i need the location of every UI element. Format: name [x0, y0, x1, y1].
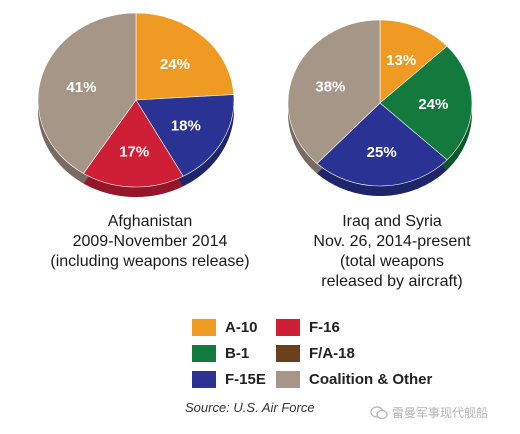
pie-value-label: 38%	[315, 78, 345, 95]
chart-caption-afghanistan: Afghanistan 2009-November 2014 (including …	[30, 212, 270, 272]
pie-value-label: 24%	[160, 56, 190, 73]
watermark-text: 雷曼军事现代舰船	[392, 406, 489, 420]
pie-slice-coalition-other	[37, 12, 137, 174]
legend-item-b1: B-1	[192, 343, 249, 363]
legend-swatch	[276, 344, 300, 362]
legend: A-10 F-16 B-1 F/A-18 F-15E Coalition & O…	[192, 317, 442, 393]
legend-item-coalition: Coalition & Other	[276, 369, 432, 389]
legend-swatch	[192, 318, 216, 336]
legend-label: A-10	[225, 318, 258, 336]
pie-slice-coalition-other	[287, 19, 381, 164]
legend-item-a10: A-10	[192, 317, 258, 337]
pie-slice-f-15e	[316, 102, 448, 187]
pie-slice-a-10	[135, 12, 235, 101]
caption-line: released by aircraft)	[321, 273, 463, 290]
pie-slice-f-16	[83, 99, 184, 188]
caption-line: (including weapons release)	[50, 253, 250, 270]
caption-line: 2009-November 2014	[72, 233, 228, 250]
pie-charts: 24% 18% 17% 41% 13% 24% 25% 38%	[37, 12, 473, 197]
legend-swatch	[192, 344, 216, 362]
caption-line: Nov. 26, 2014-present	[313, 233, 471, 250]
legend-item-fa18: F/A-18	[276, 343, 355, 363]
pie-value-label: 24%	[418, 96, 448, 113]
legend-label: F/A-18	[309, 344, 355, 362]
pie-value-label: 25%	[367, 144, 397, 161]
legend-item-f15e: F-15E	[192, 369, 266, 389]
legend-label: B-1	[225, 344, 250, 362]
legend-item-f16: F-16	[276, 317, 340, 337]
pie-slice-b-1	[379, 45, 473, 161]
wechat-icon	[370, 405, 388, 419]
pie-value-label: 13%	[386, 52, 416, 69]
caption-line: Iraq and Syria	[342, 213, 442, 230]
pie-value-label: 18%	[171, 117, 201, 134]
pie-value-label: 41%	[66, 79, 96, 96]
pie-value-label: 17%	[119, 143, 149, 160]
legend-label: Coalition & Other	[309, 370, 433, 388]
caption-line: Afghanistan	[107, 213, 193, 230]
legend-swatch	[192, 370, 216, 388]
legend-label: F-16	[309, 318, 340, 336]
source-note: Source: U.S. Air Force	[185, 400, 315, 415]
legend-swatch	[276, 370, 300, 388]
legend-label: F-15E	[225, 370, 266, 388]
legend-swatch	[276, 318, 300, 336]
watermark: 雷曼军事现代舰船	[370, 404, 488, 421]
pie-chart-1: 13% 24% 25% 38%	[287, 19, 473, 196]
caption-line: (total weapons	[339, 253, 445, 270]
pie-slice-a-10	[379, 19, 448, 104]
pie-chart-0: 24% 18% 17% 41%	[37, 12, 235, 197]
chart-caption-iraq-syria: Iraq and Syria Nov. 26, 2014-present (tota…	[272, 212, 512, 292]
pie-slice-f-15e	[135, 94, 235, 177]
